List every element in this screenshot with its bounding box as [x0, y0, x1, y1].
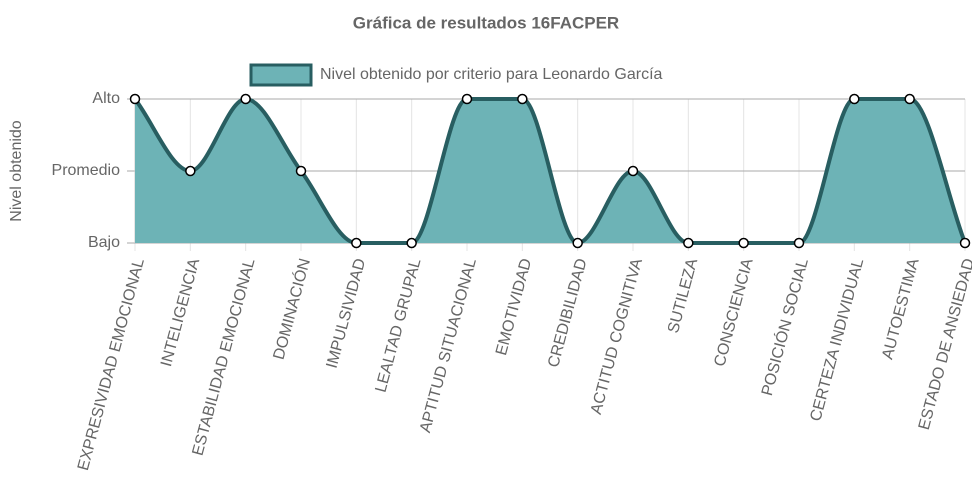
point	[904, 93, 915, 105]
legend-label[interactable]: Nivel obtenido por criterio para Leonard…	[320, 66, 663, 83]
line	[133, 96, 967, 246]
y-tick-label: Alto	[92, 90, 120, 107]
point	[627, 165, 639, 177]
x-tick-label: AUTOESTIMA	[879, 256, 922, 361]
point	[240, 93, 251, 105]
point	[572, 237, 583, 249]
point	[517, 93, 528, 105]
x-tick-label: EXPRESIVIDAD EMOCIONAL	[75, 257, 148, 473]
y-axis-title: Nivel obtenido	[8, 120, 25, 222]
x-tick-label: APTITUD SITUACIONAL	[417, 257, 480, 435]
point	[738, 237, 749, 249]
point	[849, 93, 860, 105]
x-tick-label: IMPULSIVIDAD	[324, 257, 370, 370]
y-tick-label: Bajo	[88, 234, 120, 251]
x-tick-label: EMOTIVIDAD	[493, 257, 535, 358]
x-tick-label: CONSCIENCIA	[711, 256, 756, 368]
x-tick-label: DOMINACIÓN	[269, 256, 314, 361]
x-tick-label: LEALTAD GRUPAL	[373, 257, 425, 395]
chart-title: Gráfica de resultados 16FACPER	[353, 13, 619, 32]
x-tick-label: ACTITUD COGNITIVA	[588, 256, 646, 416]
legend-swatch[interactable]	[249, 63, 313, 87]
y-tick-label: Promedio	[52, 162, 121, 179]
point	[185, 165, 196, 177]
x-tick-label: CREDIBILIDAD	[545, 257, 590, 370]
point	[793, 237, 805, 249]
point	[295, 165, 307, 177]
point	[129, 93, 141, 105]
point	[683, 237, 694, 249]
x-tick-label: ESTADO DE ANSIEDAD	[916, 257, 972, 432]
x-tick-label: INTELIGENCIA	[158, 256, 203, 368]
point	[351, 237, 362, 249]
point	[406, 237, 417, 249]
point	[461, 93, 473, 105]
x-tick-label: SUTILEZA	[665, 256, 701, 335]
x-tick-label: POSICIÓN SOCIAL	[757, 256, 812, 398]
point	[959, 237, 971, 249]
x-tick-label: CERTEZA INDIVIDUAL	[807, 257, 867, 424]
x-tick-label: ESTABILIDAD EMOCIONAL	[190, 257, 259, 458]
